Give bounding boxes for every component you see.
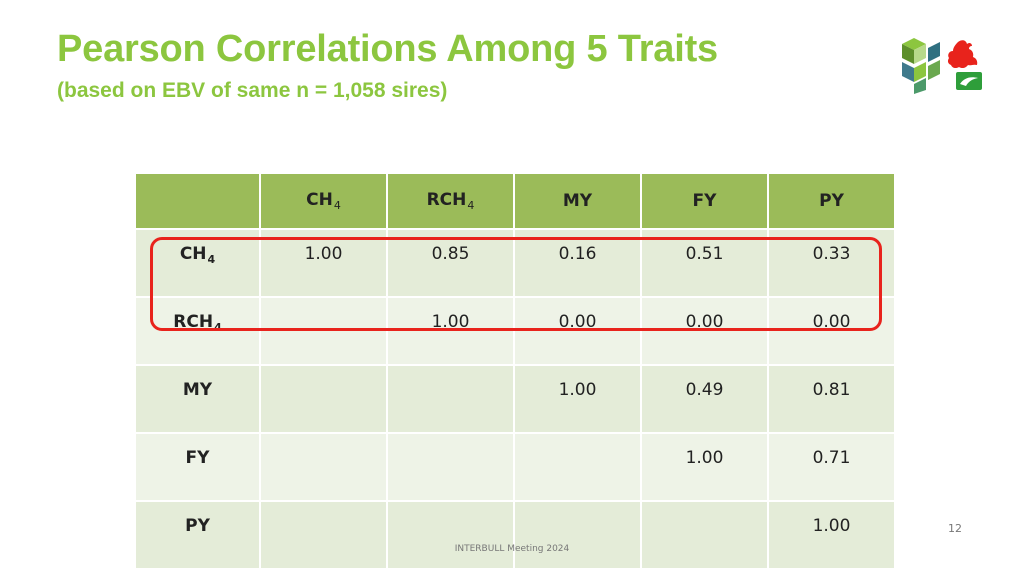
table-cell: 1.00 (640, 432, 769, 502)
table-row: CH4 1.00 0.85 0.16 0.51 0.33 (134, 228, 896, 298)
table-cell: 0.85 (386, 228, 515, 298)
correlation-table: CH4 RCH4 MY FY PY CH4 1.00 0.85 0.16 0.5… (134, 172, 896, 570)
header-cell-fy: FY (640, 172, 769, 230)
table-cell: 0.71 (767, 432, 896, 502)
row-label-py: PY (134, 500, 261, 570)
table-cell: 0.51 (640, 228, 769, 298)
page-number: 12 (948, 522, 962, 535)
slide-subtitle: (based on EBV of same n = 1,058 sires) (57, 79, 448, 102)
row-label-fy: FY (134, 432, 261, 502)
table-cell: 1.00 (386, 296, 515, 366)
row-label-my: MY (134, 364, 261, 434)
table-cell: 1.00 (767, 500, 896, 570)
table-cell: 0.00 (513, 296, 642, 366)
table-cell: 0.00 (640, 296, 769, 366)
row-label-rch4: RCH4 (134, 296, 261, 366)
table-cell (386, 364, 515, 434)
header-cell-corner (134, 172, 261, 230)
table-row: MY 1.00 0.49 0.81 (134, 364, 896, 434)
table-cell (259, 296, 388, 366)
table-cell (386, 500, 515, 570)
header-cell-ch4: CH4 (259, 172, 388, 230)
table-cell: 0.16 (513, 228, 642, 298)
table-cell (259, 364, 388, 434)
walloon-rooster-and-cube-logo-icon (902, 38, 982, 94)
table-cell (513, 432, 642, 502)
table-cell: 0.49 (640, 364, 769, 434)
table-cell (386, 432, 515, 502)
table-cell: 1.00 (259, 228, 388, 298)
table-cell: 0.33 (767, 228, 896, 298)
table-row: RCH4 1.00 0.00 0.00 0.00 (134, 296, 896, 366)
table-cell (513, 500, 642, 570)
table-row: FY 1.00 0.71 (134, 432, 896, 502)
row-label-ch4: CH4 (134, 228, 261, 298)
table-row: PY 1.00 (134, 500, 896, 570)
table-header-row: CH4 RCH4 MY FY PY (134, 172, 896, 230)
table-cell: 1.00 (513, 364, 642, 434)
header-cell-my: MY (513, 172, 642, 230)
footer-text: INTERBULL Meeting 2024 (454, 544, 570, 554)
table-cell: 0.00 (767, 296, 896, 366)
header-cell-py: PY (767, 172, 896, 230)
table-cell (640, 500, 769, 570)
header-cell-rch4: RCH4 (386, 172, 515, 230)
slide-title: Pearson Correlations Among 5 Traits (57, 28, 718, 70)
table-cell: 0.81 (767, 364, 896, 434)
table-cell (259, 500, 388, 570)
table-cell (259, 432, 388, 502)
